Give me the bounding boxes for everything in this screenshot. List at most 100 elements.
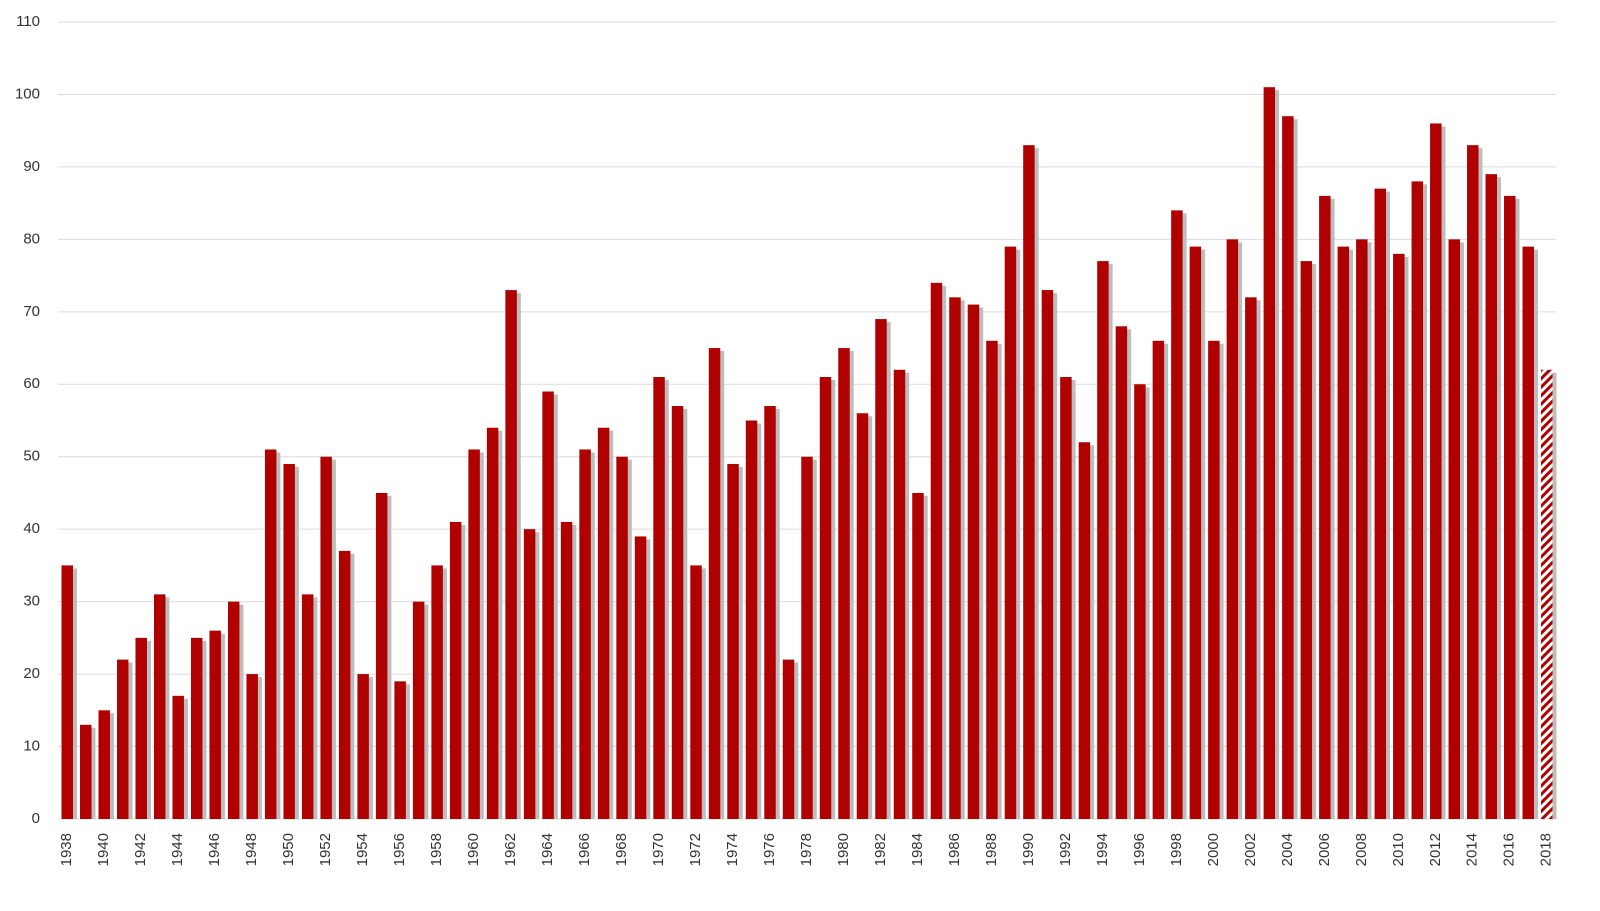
y-tick-label: 90 bbox=[23, 158, 40, 175]
bar bbox=[246, 674, 258, 819]
y-tick-label: 40 bbox=[23, 520, 40, 537]
x-tick-label: 1982 bbox=[872, 833, 889, 866]
x-tick-label: 1952 bbox=[317, 833, 334, 866]
x-tick-label: 2012 bbox=[1427, 833, 1444, 866]
y-tick-label: 60 bbox=[23, 375, 40, 392]
y-tick-label: 110 bbox=[16, 13, 40, 30]
bar bbox=[394, 681, 406, 819]
bar bbox=[597, 427, 610, 819]
bar bbox=[671, 406, 684, 819]
bar bbox=[1374, 188, 1387, 820]
x-tick-label: 1972 bbox=[687, 833, 704, 866]
bar bbox=[375, 492, 388, 819]
bar bbox=[986, 340, 998, 819]
y-tick-label: 0 bbox=[32, 810, 40, 827]
bar bbox=[283, 463, 295, 819]
x-tick-label: 1986 bbox=[946, 833, 963, 866]
bar bbox=[190, 637, 203, 819]
bar bbox=[1282, 116, 1294, 819]
bar bbox=[1485, 174, 1498, 819]
bar bbox=[486, 427, 499, 819]
y-tick-label: 20 bbox=[23, 665, 40, 682]
bar bbox=[1263, 87, 1276, 819]
bar bbox=[505, 290, 517, 820]
bar bbox=[745, 420, 758, 819]
bar bbox=[1300, 261, 1313, 820]
bar bbox=[690, 565, 702, 819]
bar bbox=[338, 550, 351, 819]
y-tick-label: 100 bbox=[15, 85, 40, 102]
bar bbox=[301, 594, 314, 819]
bar bbox=[1226, 239, 1239, 819]
bar bbox=[1467, 145, 1479, 819]
bar bbox=[98, 710, 110, 819]
bar bbox=[1430, 123, 1442, 820]
bar bbox=[930, 282, 943, 819]
bar bbox=[875, 319, 887, 819]
x-tick-label: 2010 bbox=[1390, 833, 1407, 866]
bar bbox=[468, 449, 480, 819]
bar bbox=[153, 594, 166, 819]
bar bbox=[634, 536, 647, 819]
x-tick-label: 1994 bbox=[1094, 833, 1111, 866]
x-tick-label: 1980 bbox=[835, 833, 852, 866]
x-tick-label: 1966 bbox=[576, 833, 593, 866]
bar bbox=[227, 601, 240, 819]
bar bbox=[579, 449, 591, 819]
x-tick-label: 1962 bbox=[502, 833, 519, 866]
bar bbox=[80, 724, 92, 819]
x-tick-label: 1940 bbox=[95, 833, 112, 866]
x-tick-label: 1948 bbox=[243, 833, 260, 866]
x-tick-label: 1974 bbox=[724, 833, 741, 866]
bar bbox=[1134, 384, 1146, 819]
x-tick-label: 1938 bbox=[58, 833, 75, 866]
bar bbox=[264, 449, 277, 819]
y-tick-label: 70 bbox=[23, 303, 40, 320]
x-tick-label: 1988 bbox=[983, 833, 1000, 866]
bar bbox=[1504, 195, 1516, 819]
x-tick-label: 1970 bbox=[650, 833, 667, 866]
bar bbox=[431, 565, 443, 819]
bar bbox=[135, 637, 147, 819]
x-tick-label: 1956 bbox=[391, 833, 408, 866]
x-tick-label: 2014 bbox=[1464, 833, 1481, 866]
bar bbox=[801, 456, 813, 819]
bar bbox=[1041, 290, 1054, 820]
x-tick-label: 1942 bbox=[132, 833, 149, 866]
x-tick-label: 1976 bbox=[761, 833, 778, 866]
x-tick-label: 2006 bbox=[1316, 833, 1333, 866]
bar bbox=[616, 456, 628, 819]
bar bbox=[1097, 261, 1109, 820]
x-tick-label: 1944 bbox=[169, 833, 186, 866]
bar bbox=[1060, 377, 1072, 819]
bar bbox=[1541, 369, 1553, 819]
bar bbox=[560, 521, 573, 819]
bar bbox=[653, 377, 665, 819]
x-tick-label: 1964 bbox=[539, 833, 556, 866]
x-tick-label: 1954 bbox=[354, 833, 371, 866]
bar bbox=[819, 377, 832, 819]
y-tick-label: 50 bbox=[23, 448, 40, 465]
bar bbox=[1337, 246, 1350, 820]
x-tick-label: 1958 bbox=[428, 833, 445, 866]
x-tick-label: 1978 bbox=[798, 833, 815, 866]
bar bbox=[209, 630, 221, 819]
bar bbox=[1522, 246, 1534, 820]
bar bbox=[172, 695, 184, 819]
x-tick-label: 2004 bbox=[1279, 833, 1296, 866]
x-tick-label: 1968 bbox=[613, 833, 630, 866]
bar bbox=[1115, 326, 1128, 819]
bar bbox=[1393, 253, 1405, 819]
x-tick-label: 1996 bbox=[1131, 833, 1148, 866]
bar bbox=[967, 304, 980, 819]
x-tick-label: 2018 bbox=[1538, 833, 1555, 866]
bar bbox=[1023, 145, 1035, 819]
x-tick-label: 1960 bbox=[465, 833, 482, 866]
x-tick-label: 2002 bbox=[1242, 833, 1259, 866]
bar bbox=[949, 297, 961, 819]
bar bbox=[893, 369, 906, 819]
x-tick-label: 2008 bbox=[1353, 833, 1370, 866]
bar bbox=[1004, 246, 1017, 820]
bar bbox=[320, 456, 332, 819]
